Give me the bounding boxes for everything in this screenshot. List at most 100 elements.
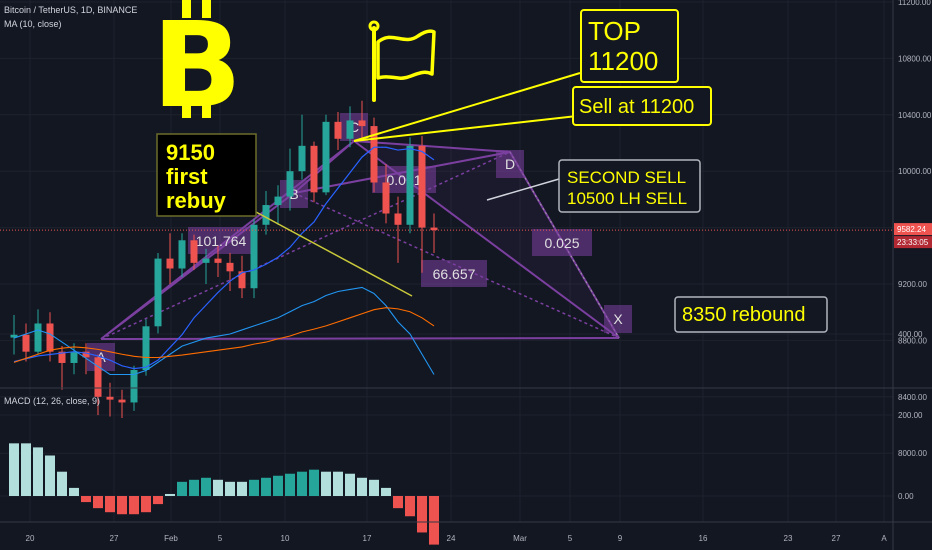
candle-body[interactable] (70, 351, 78, 363)
symbol-title[interactable]: Bitcoin / TetherUS, 1D, BINANCE (4, 5, 138, 15)
macd-histogram-bar[interactable] (21, 443, 31, 496)
candle-body[interactable] (154, 258, 162, 327)
candle-body[interactable] (118, 399, 126, 403)
pattern-leg-ax[interactable] (100, 337, 620, 340)
macd-line[interactable] (13, 286, 435, 376)
macd-histogram-bar[interactable] (117, 496, 127, 515)
macd-histogram-bar[interactable] (189, 479, 199, 496)
macd-histogram-bar[interactable] (249, 479, 259, 496)
candle-body[interactable] (322, 121, 330, 193)
candle-body[interactable] (298, 145, 306, 172)
candle-body[interactable] (358, 120, 366, 127)
macd-histogram-bar[interactable] (261, 477, 271, 496)
macd-histogram-bar[interactable] (33, 447, 43, 496)
candlestick-series[interactable] (10, 100, 438, 418)
candle-body[interactable] (334, 121, 342, 139)
macd-histogram-bar[interactable] (9, 443, 19, 496)
candle-body[interactable] (94, 357, 102, 397)
macd-histogram-bar[interactable] (369, 479, 379, 496)
candle-body[interactable] (202, 258, 210, 263)
top-callout-line[interactable] (353, 72, 581, 142)
candle-body[interactable] (406, 145, 414, 225)
macd-pane[interactable] (9, 286, 439, 545)
macd-histogram-bar[interactable] (321, 471, 331, 496)
pattern-point-box[interactable] (604, 305, 632, 333)
macd-histogram-bar[interactable] (153, 496, 163, 505)
sell-box[interactable] (572, 86, 712, 126)
macd-histogram-bar[interactable] (333, 471, 343, 496)
macd-signal-line[interactable] (13, 307, 435, 363)
candle-body[interactable] (286, 171, 294, 197)
moving-average-line[interactable] (13, 146, 435, 370)
sell-callout-line[interactable] (353, 115, 578, 142)
macd-histogram-bar[interactable] (93, 496, 103, 509)
rebuy-callout-line[interactable] (255, 211, 413, 297)
candle-body[interactable] (46, 323, 54, 352)
second-sell-box[interactable] (558, 159, 701, 213)
candle-body[interactable] (190, 240, 198, 263)
candle-body[interactable] (178, 240, 186, 269)
macd-histogram-bar[interactable] (45, 455, 55, 497)
candle-body[interactable] (346, 120, 354, 139)
ma10-line[interactable] (13, 146, 435, 370)
macd-histogram-bar[interactable] (177, 481, 187, 496)
candle-body[interactable] (214, 258, 222, 263)
macd-histogram-bar[interactable] (69, 487, 79, 496)
pattern-leg-ad[interactable] (100, 151, 511, 340)
candle-body[interactable] (130, 370, 138, 403)
candle-body[interactable] (22, 334, 30, 352)
candle-body[interactable] (262, 205, 270, 225)
macd-histogram-bar[interactable] (213, 479, 223, 496)
pattern-point-box[interactable] (340, 113, 368, 141)
macd-histogram-bar[interactable] (297, 471, 307, 496)
pattern-leg-dx[interactable] (509, 151, 620, 339)
macd-legend[interactable]: MACD (12, 26, close, 9) (4, 396, 101, 406)
macd-histogram-bar[interactable] (81, 496, 91, 503)
pattern-ratio-box[interactable] (188, 227, 254, 254)
candle-body[interactable] (250, 224, 258, 289)
candle-body[interactable] (370, 126, 378, 183)
candle-body[interactable] (394, 213, 402, 225)
pattern-ratio-box[interactable] (532, 229, 592, 256)
macd-histogram-bar[interactable] (201, 477, 211, 496)
ma-legend[interactable]: MA (10, close) (4, 19, 62, 29)
candle-body[interactable] (238, 271, 246, 289)
macd-histogram-bar[interactable] (381, 487, 391, 496)
macd-histogram-bar[interactable] (105, 496, 115, 513)
candle-body[interactable] (274, 196, 282, 206)
candle-body[interactable] (166, 258, 174, 269)
candle-body[interactable] (430, 227, 438, 231)
candle-body[interactable] (142, 326, 150, 371)
macd-histogram-bar[interactable] (237, 481, 247, 496)
macd-histogram-bar[interactable] (273, 475, 283, 496)
macd-histogram-bar[interactable] (405, 496, 415, 517)
pattern-ratio-box[interactable] (421, 260, 487, 287)
macd-histogram-bar[interactable] (225, 481, 235, 496)
rebuy-box[interactable] (156, 133, 257, 217)
top-box[interactable] (580, 9, 679, 83)
rebound-box[interactable] (674, 296, 828, 333)
macd-histogram-bar[interactable] (345, 473, 355, 496)
candle-body[interactable] (226, 262, 234, 272)
pattern-point-box[interactable] (496, 150, 524, 178)
macd-histogram-bar[interactable] (417, 496, 427, 533)
pattern-point-box[interactable] (280, 180, 308, 208)
candle-body[interactable] (58, 351, 66, 363)
macd-histogram-bar[interactable] (57, 471, 67, 496)
macd-histogram-bar[interactable] (309, 469, 319, 496)
macd-histogram-bar[interactable] (129, 496, 139, 515)
second-sell-callout-line[interactable] (486, 178, 560, 201)
candle-body[interactable] (382, 182, 390, 214)
macd-histogram-bar[interactable] (285, 473, 295, 496)
candle-body[interactable] (82, 351, 90, 358)
candle-body[interactable] (34, 323, 42, 352)
candle-body[interactable] (106, 396, 114, 400)
macd-histogram-bar[interactable] (357, 477, 367, 496)
macd-histogram-bar[interactable] (393, 496, 403, 509)
macd-histogram-bar[interactable] (141, 496, 151, 513)
candle-body[interactable] (10, 334, 18, 338)
pattern-leg-bx[interactable] (293, 192, 620, 339)
candle-body[interactable] (418, 145, 426, 228)
